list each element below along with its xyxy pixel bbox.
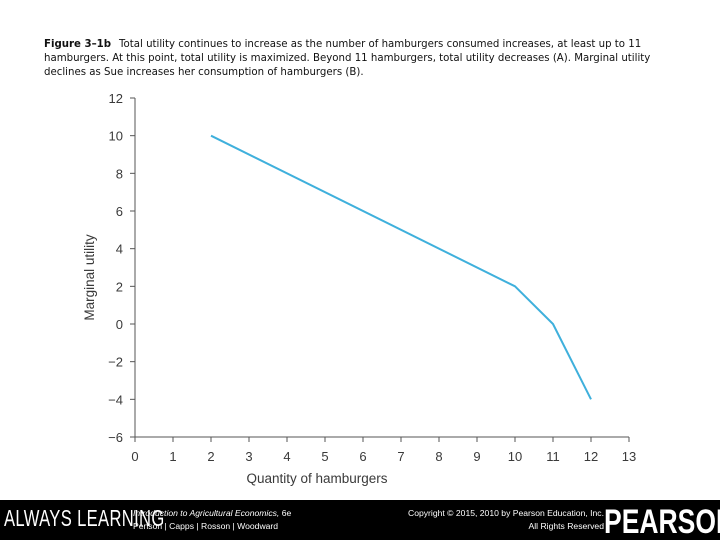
- x-tick-label: 4: [283, 449, 290, 464]
- pearson-logo: PEARSON: [604, 503, 720, 541]
- x-tick-label: 1: [169, 449, 176, 464]
- y-tick-label: 4: [116, 242, 123, 257]
- x-tick-label: 8: [435, 449, 442, 464]
- book-title: Introduction to Agricultural Economics,: [133, 508, 280, 518]
- copyright-line-2: All Rights Reserved: [528, 521, 604, 531]
- x-tick-label: 7: [397, 449, 404, 464]
- y-tick-label: −2: [108, 355, 123, 370]
- y-tick-label: 0: [116, 317, 123, 332]
- y-axis-title: Marginal utility: [82, 234, 97, 321]
- figure-label: Figure 3–1b: [44, 39, 112, 50]
- x-tick-label: 12: [584, 449, 598, 464]
- figure-caption: Figure 3–1b Total utility continues to in…: [44, 38, 684, 80]
- x-tick-label: 2: [207, 449, 214, 464]
- figure-caption-text: Total utility continues to increase as t…: [44, 39, 651, 78]
- always-learning-logo: ALWAYS LEARNING: [4, 505, 165, 531]
- x-tick-label: 13: [622, 449, 636, 464]
- series-line-0: [210, 134, 592, 400]
- x-tick-label: 11: [546, 449, 560, 464]
- x-tick-label: 10: [508, 449, 522, 464]
- x-tick-label: 6: [359, 449, 366, 464]
- x-axis-title: Quantity of hamburgers: [246, 471, 387, 486]
- book-edition: 6e: [281, 508, 292, 518]
- book-authors: Penson | Capps | Rosson | Woodward: [133, 521, 279, 531]
- x-tick-label: 9: [473, 449, 480, 464]
- x-tick-label: 3: [245, 449, 252, 464]
- copyright-line-1: Copyright © 2015, 2010 by Pearson Educat…: [408, 508, 604, 518]
- y-tick-label: −6: [108, 430, 123, 445]
- y-tick-label: 6: [116, 204, 123, 219]
- y-tick-label: 10: [109, 129, 123, 144]
- y-tick-label: 8: [116, 166, 123, 181]
- chart-axes: [134, 98, 629, 438]
- copyright-notice: Copyright © 2015, 2010 by Pearson Educat…: [368, 507, 604, 533]
- chart-series: [210, 134, 592, 400]
- x-tick-label: 0: [131, 449, 138, 464]
- y-tick-label: 12: [109, 91, 123, 106]
- y-tick-label: −4: [108, 392, 123, 407]
- book-info: Introduction to Agricultural Economics, …: [133, 507, 291, 533]
- x-tick-label: 5: [321, 449, 328, 464]
- y-tick-label: 2: [116, 279, 123, 294]
- footer-bar: ALWAYS LEARNING Introduction to Agricult…: [0, 500, 720, 541]
